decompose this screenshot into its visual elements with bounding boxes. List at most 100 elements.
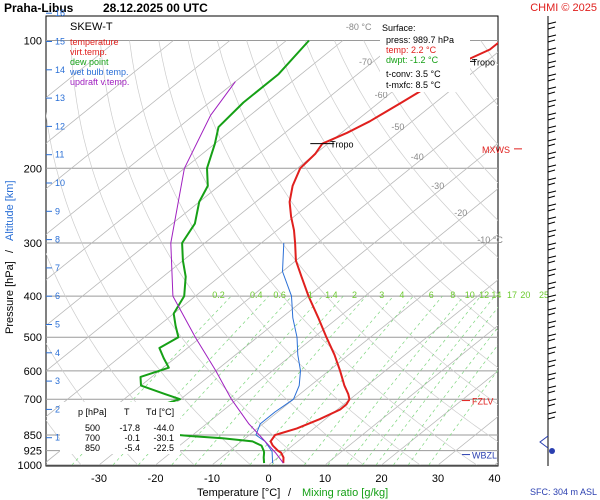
wind-barbs — [539, 16, 557, 466]
mixing-ratio-label: 1.4 — [325, 290, 338, 300]
pressure-tick-label: 200 — [24, 163, 42, 175]
wind-barb — [547, 86, 557, 90]
pressure-tick-label: 100 — [24, 36, 42, 48]
dry-adiabat-line — [158, 40, 477, 466]
dry-adiabat-line — [46, 419, 82, 466]
wind-barb — [547, 117, 556, 121]
wind-barb — [547, 143, 556, 147]
mixing-ratio-line — [362, 295, 496, 466]
wind-barb — [547, 325, 556, 329]
x-tick-label: 0 — [265, 473, 271, 485]
wind-barb — [547, 73, 557, 77]
mixing-ratio-line — [393, 326, 498, 466]
mixing-ratio-line — [171, 295, 323, 466]
wind-barb — [547, 320, 557, 324]
altitude-tick-label: 1 — [55, 433, 60, 443]
mixing-ratio-label: 14 — [491, 290, 501, 300]
series-updraft-v-temp — [170, 81, 284, 464]
wind-barb — [547, 112, 557, 116]
dry-adiabat-line — [480, 40, 498, 66]
chart-labels: 0.2 0.4 0.6 1 1.4 2 3 4 6 8 10 12 14 17 20 25-80 °C-70-… — [18, 8, 549, 485]
pressure-tick-label: 600 — [24, 366, 42, 378]
altitude-tick-label: 12 — [55, 121, 65, 131]
altitude-tick-label: 13 — [55, 93, 65, 103]
table-cell: -44.0 — [153, 423, 174, 433]
wind-barb — [547, 190, 557, 194]
wind-barb — [547, 398, 557, 402]
x-tick-label: 20 — [375, 473, 387, 485]
table-cell: 700 — [85, 433, 100, 443]
wind-barb — [547, 403, 556, 407]
mixing-ratio-line — [327, 295, 464, 466]
mixing-ratio-line — [407, 344, 498, 466]
isotherm-line — [46, 40, 287, 235]
wind-barb — [547, 273, 556, 277]
pressure-tick-label: 850 — [24, 430, 42, 442]
sounding-curves — [120, 39, 498, 464]
dry-adiabat-line — [46, 111, 251, 466]
isotherm-label: -40 — [411, 152, 424, 162]
altitude-tick-label: 10 — [55, 178, 65, 188]
mixing-ratio-line — [249, 295, 394, 466]
legend-temperature: temperature — [70, 37, 119, 47]
wind-barb — [547, 125, 557, 129]
mixing-ratio-label: 0.2 — [212, 290, 225, 300]
mixing-ratio-label: 0.6 — [273, 290, 286, 300]
wind-barb — [547, 242, 557, 246]
wind-barb — [547, 372, 557, 376]
wind-barb — [547, 307, 557, 311]
tropopause-label: Tropo — [330, 140, 353, 150]
mixing-ratio-label: 4 — [399, 290, 404, 300]
mixing-ratio-line — [346, 295, 481, 466]
altitude-tick-label: 5 — [55, 320, 60, 330]
isotherm-line — [155, 188, 498, 466]
wind-barb — [547, 234, 556, 238]
dry-adiabat-line — [569, 41, 600, 466]
legend-dew-point: dew point — [70, 57, 109, 67]
table-header-t: T — [124, 407, 130, 417]
altitude-tick-label: 15 — [55, 37, 65, 47]
wind-barb — [547, 247, 556, 251]
mixing-ratio-label: 1 — [308, 290, 313, 300]
wind-barb — [547, 390, 556, 394]
wind-barb — [547, 416, 556, 420]
wind-barb — [547, 65, 556, 69]
mxws-label: MXWS — [482, 145, 510, 155]
mixing-ratio-label: 0.4 — [250, 290, 263, 300]
isotherm-label: -80 °C — [346, 22, 372, 32]
wind-barb — [547, 338, 556, 342]
wind-barb — [547, 21, 557, 25]
table-cell: -22.5 — [153, 443, 174, 453]
altitude-tick-label: 2 — [55, 404, 60, 414]
altitude-tick-label: 4 — [55, 348, 60, 358]
legend-wet-bulb: wet bulb temp. — [69, 67, 129, 77]
surface-press: press: 989.7 hPa — [386, 35, 454, 45]
pressure-tick-label: 300 — [24, 238, 42, 250]
wind-barb — [547, 195, 556, 199]
wind-barb — [547, 169, 556, 173]
altitude-tick-label: 14 — [55, 65, 65, 75]
wind-barb — [547, 260, 556, 264]
y-axis-title: Pressure [hPa] — [4, 261, 16, 334]
mixing-ratio-label: 10 — [465, 290, 475, 300]
isotherm-line — [324, 324, 498, 466]
pressure-tick-label: 500 — [24, 332, 42, 344]
wind-barb — [547, 221, 556, 225]
x-tick-label: 30 — [432, 473, 444, 485]
wind-barb — [547, 138, 557, 142]
wind-barb — [547, 208, 556, 212]
pressure-tick-label: 1000 — [18, 460, 42, 472]
mixing-ratio-label: 2 — [352, 290, 357, 300]
wind-barb — [547, 130, 556, 134]
dry-adiabat-line — [304, 40, 498, 295]
tropopause-label: Tropo — [472, 57, 495, 67]
dry-adiabat-line — [70, 40, 308, 466]
wind-barb — [547, 182, 556, 186]
table-cell: -30.1 — [153, 433, 174, 443]
pressure-tick-label: 925 — [24, 446, 42, 458]
wind-barb — [547, 203, 557, 207]
wind-barb — [547, 364, 556, 368]
wind-barb — [547, 255, 557, 259]
surface-wind-barb — [539, 435, 549, 449]
x-axis-title: Temperature [°C] — [197, 487, 280, 499]
